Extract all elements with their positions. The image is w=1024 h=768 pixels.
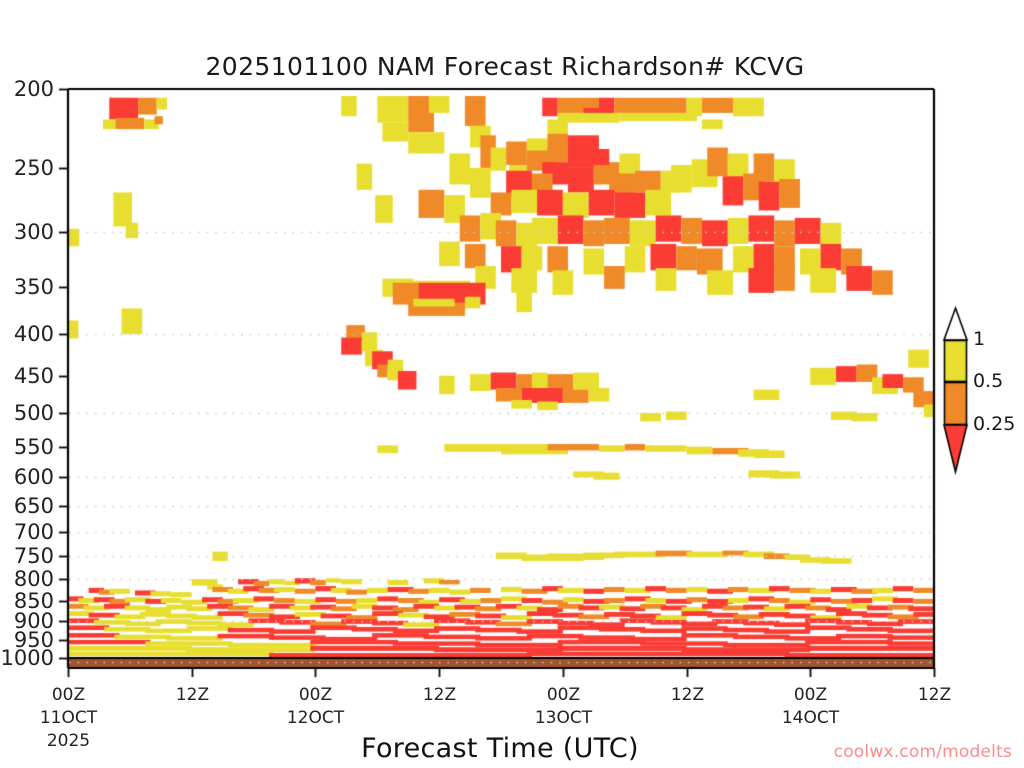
y-tick-label: 1000	[0, 645, 54, 670]
x-tick-label-hour: 00Z	[51, 685, 86, 705]
y-tick-label: 800	[13, 566, 54, 591]
colorbar-tick-label: 0.25	[973, 413, 1016, 435]
y-tick-label: 500	[13, 400, 54, 425]
chart-title: 2025101100 NAM Forecast Richardson# KCVG	[205, 52, 805, 81]
y-tick-label: 450	[13, 363, 54, 388]
x-tick-label-date: 14OCT	[781, 708, 840, 728]
colorbar-tick-label: 0.5	[973, 370, 1004, 392]
y-tick-label: 300	[13, 219, 54, 244]
y-tick-label: 350	[13, 274, 54, 299]
x-tick-label-date: 13OCT	[534, 708, 593, 728]
y-tick-label: 700	[13, 519, 54, 544]
x-tick-label-hour: 00Z	[793, 685, 828, 705]
y-tick-label: 650	[13, 493, 54, 518]
y-tick-label: 950	[13, 627, 54, 652]
x-tick-label-hour: 12Z	[670, 685, 705, 705]
y-tick-label: 850	[13, 588, 54, 613]
y-tick-label: 750	[13, 543, 54, 568]
x-tick-label-year: 2025	[46, 731, 91, 751]
y-tick-label: 250	[13, 155, 54, 180]
x-tick-label-hour: 00Z	[298, 685, 333, 705]
x-tick-label-hour: 12Z	[917, 685, 952, 705]
x-tick-label-date: 12OCT	[286, 708, 345, 728]
y-tick-label: 600	[13, 464, 54, 489]
x-tick-label-date: 11OCT	[39, 708, 98, 728]
y-tick-label: 400	[13, 321, 54, 346]
x-tick-label-hour: 12Z	[175, 685, 210, 705]
y-tick-label: 900	[13, 608, 54, 633]
colorbar-tick-label: 1	[973, 328, 986, 350]
x-axis-title: Forecast Time (UTC)	[361, 733, 639, 764]
x-tick-label-hour: 00Z	[546, 685, 581, 705]
watermark-link[interactable]: coolwx.com/modelts	[833, 742, 1012, 762]
y-tick-label: 550	[13, 434, 54, 459]
x-tick-label-hour: 12Z	[422, 685, 457, 705]
y-tick-label: 200	[13, 76, 54, 101]
